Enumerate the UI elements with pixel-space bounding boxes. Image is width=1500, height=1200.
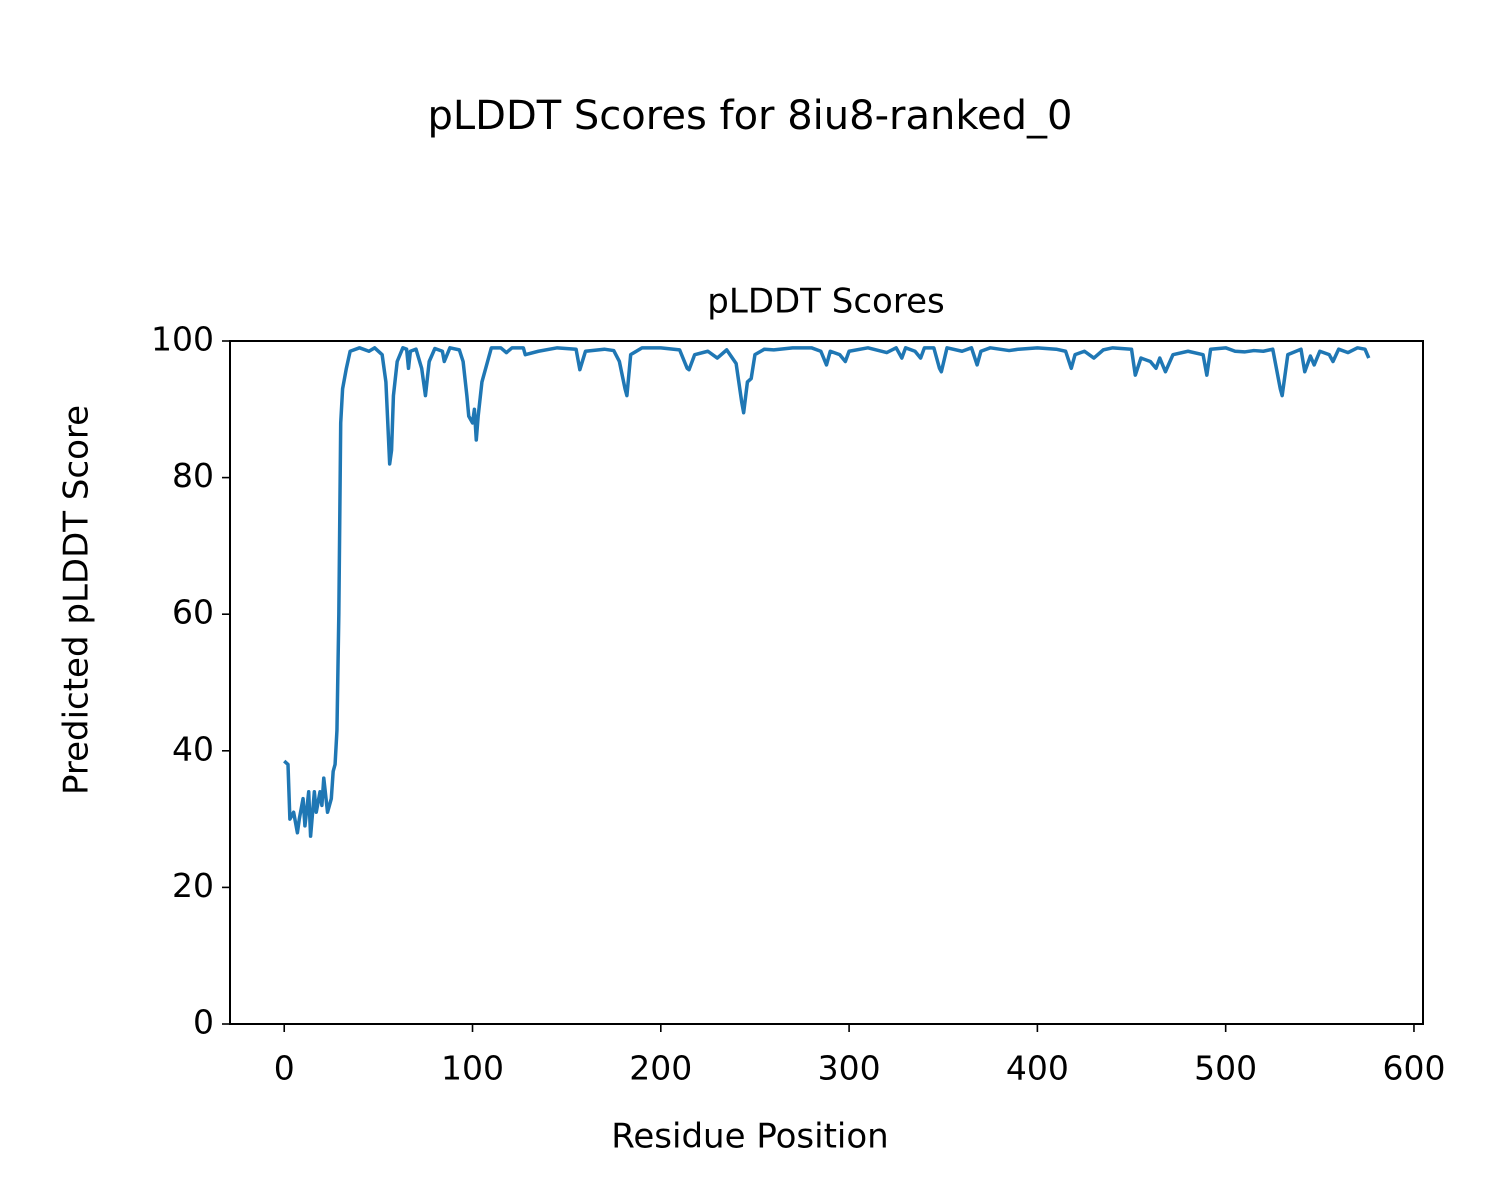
figure-title: pLDDT Scores for 8iu8-ranked_0 xyxy=(427,93,1072,139)
data-line xyxy=(283,346,1371,838)
x-tick-label: 200 xyxy=(629,1049,692,1088)
x-tick-label: 600 xyxy=(1382,1049,1445,1088)
y-axis-label: Predicted pLDDT Score xyxy=(57,405,97,795)
x-tick-label: 0 xyxy=(274,1049,295,1088)
axes-frame xyxy=(229,340,1424,1025)
y-tick-label: 40 xyxy=(172,729,214,768)
axes-title: pLDDT Scores xyxy=(707,282,944,322)
x-tick-label: 300 xyxy=(818,1049,881,1088)
y-tick-label: 60 xyxy=(172,593,214,632)
x-axis-label: Residue Position xyxy=(611,1117,888,1157)
x-tick-label: 400 xyxy=(1006,1049,1069,1088)
y-tick-label: 0 xyxy=(193,1003,214,1042)
x-tick-label: 500 xyxy=(1194,1049,1257,1088)
x-tick-label: 100 xyxy=(441,1049,504,1088)
y-tick-label: 20 xyxy=(172,866,214,905)
y-tick-label: 80 xyxy=(172,456,214,495)
y-tick-label: 100 xyxy=(151,320,214,359)
